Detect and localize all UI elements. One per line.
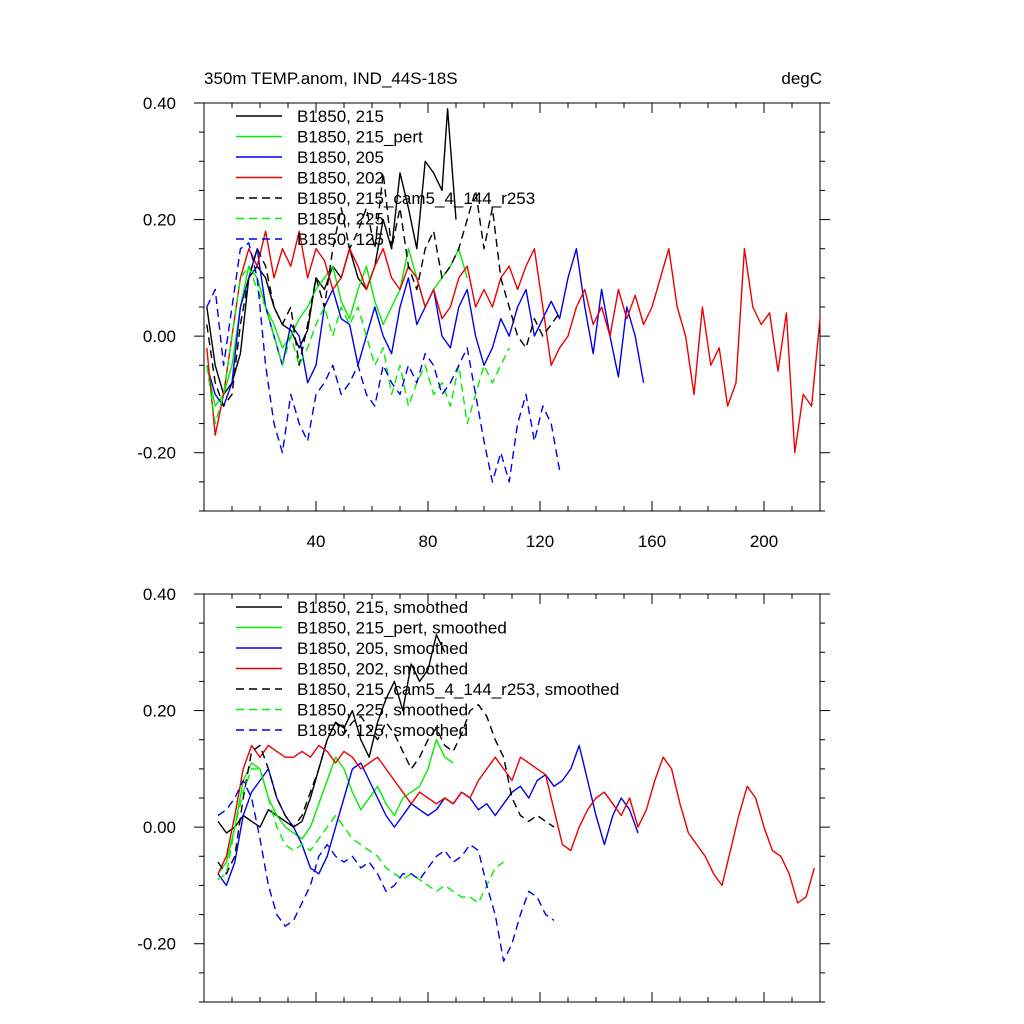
legend-label: B1850, 225 (297, 210, 384, 229)
y-tick-label: 0.40 (143, 94, 176, 113)
top-panel: 0.40 0.20 0.00 -0.20 40 80 120 160 200 B1850, 215… (137, 94, 830, 551)
series-line-4 (217, 744, 816, 904)
y-tick-label: -0.20 (137, 444, 176, 463)
series-line-7 (206, 242, 561, 483)
y-tick-label: 0.40 (143, 585, 176, 604)
legend-label: B1850, 202, smoothed (297, 660, 468, 679)
legend-label: B1850, 215, smoothed (297, 598, 468, 617)
series-line-2 (217, 739, 454, 875)
legend-label: B1850, 215_cam5_4_144_r253, smoothed (297, 680, 619, 699)
y-tick-label: 0.00 (143, 327, 176, 346)
legend-label: B1850, 202 (297, 169, 384, 188)
x-tick-label: 40 (307, 532, 326, 551)
x-tick-label: 160 (638, 532, 666, 551)
legend-label: B1850, 125 (297, 230, 384, 249)
chart-title: 350m TEMP.anom, IND_44S-18S (204, 69, 458, 88)
legend-label: B1850, 215_cam5_4_144_r253 (297, 189, 535, 208)
series-line-3 (217, 744, 639, 887)
series-line-4 (206, 230, 821, 454)
y-tick-label: 0.00 (143, 818, 176, 837)
x-tick-label: 80 (419, 532, 438, 551)
legend-label: B1850, 225, smoothed (297, 701, 468, 720)
series-line-7 (217, 779, 555, 962)
legend-label: B1850, 205 (297, 148, 384, 167)
y-tick-label: 0.20 (143, 702, 176, 721)
legend-label: B1850, 215 (297, 107, 384, 126)
legend-label: B1850, 205, smoothed (297, 639, 468, 658)
y-tick-label: 0.20 (143, 211, 176, 230)
series-line-5 (206, 172, 561, 407)
x-tick-label: 200 (750, 532, 778, 551)
series-line-6 (217, 768, 504, 904)
y-tick-label: -0.20 (137, 935, 176, 954)
legend: B1850, 215, smoothed B1850, 215_pert, smo… (236, 598, 619, 740)
legend-label: B1850, 215_pert (297, 128, 423, 147)
x-tick-label: 120 (526, 532, 554, 551)
legend-label: B1850, 125, smoothed (297, 721, 468, 740)
legend-label: B1850, 215_pert, smoothed (297, 619, 507, 638)
units-label: degC (781, 69, 822, 88)
series-line-5 (217, 704, 555, 875)
